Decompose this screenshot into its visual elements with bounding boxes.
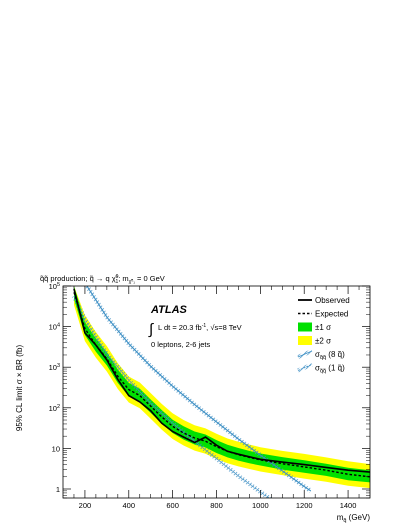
observed-limit-line <box>73 288 370 473</box>
legend-swatch <box>297 350 313 358</box>
y-axis-label: 95% CL limit σ × BR (fb) <box>15 345 24 432</box>
selection-label: 0 leptons, 2-6 jets <box>151 340 210 349</box>
x-axis-label: mq̃ (GeV) <box>337 513 371 524</box>
band-1-sigma <box>74 286 370 483</box>
y-tick-label: 1 <box>56 485 60 494</box>
y-tick-label: 105 <box>49 282 60 291</box>
legend-label: Observed <box>315 296 350 305</box>
y-tick-label: 10 <box>52 444 60 453</box>
y-tick-label: 104 <box>49 323 60 332</box>
legend-label: σq̃q̃ (8 q̃) <box>315 350 345 361</box>
x-tick-label: 400 <box>123 501 136 510</box>
legend-swatch <box>297 364 313 371</box>
integral-sign: ∫ <box>148 321 155 338</box>
chart-title: q̃q̃ production; q̃ → q χ̃0 1; mχ̃⁰₁ = 0 … <box>40 274 165 285</box>
legend-entry-observed: Observed <box>298 296 350 305</box>
x-tick-label: 200 <box>79 501 92 510</box>
luminosity-label: L dt = 20.3 fb-1, √s=8 TeV <box>158 323 242 332</box>
y-tick-label: 102 <box>49 404 60 413</box>
legend-swatch <box>298 336 312 345</box>
x-tick-label: 1000 <box>252 501 269 510</box>
x-tick-label: 1400 <box>340 501 357 510</box>
legend-label: Expected <box>315 310 348 319</box>
legend-entry-theory8: σq̃q̃ (8 q̃) <box>297 349 345 361</box>
theory-1-squark-curve <box>73 296 270 498</box>
x-tick-label: 1200 <box>296 501 313 510</box>
legend-entry-band2: ±2 σ <box>298 336 331 346</box>
legend-entry-band1: ±1 σ <box>298 322 331 332</box>
x-tick-label: 800 <box>210 501 223 510</box>
legend-entry-theory1: σq̃q̃ (1 q̃) <box>297 362 345 375</box>
atlas-label: ATLAS <box>150 304 188 316</box>
legend-label: σq̃q̃ (1 q̃) <box>315 364 345 375</box>
legend-label: ±2 σ <box>315 337 331 346</box>
legend-label: ±1 σ <box>315 323 331 332</box>
legend-entry-expected: Expected <box>298 310 348 319</box>
expected-limit-line <box>73 292 370 478</box>
x-tick-label: 600 <box>166 501 179 510</box>
legend: Observed Expected ±1 σ ±2 σ σq̃q̃ (8 q̃) σq̃q… <box>297 296 350 375</box>
legend-swatch <box>298 322 312 332</box>
theory-8-squark-curve <box>86 286 312 492</box>
y-tick-label: 103 <box>49 363 60 372</box>
